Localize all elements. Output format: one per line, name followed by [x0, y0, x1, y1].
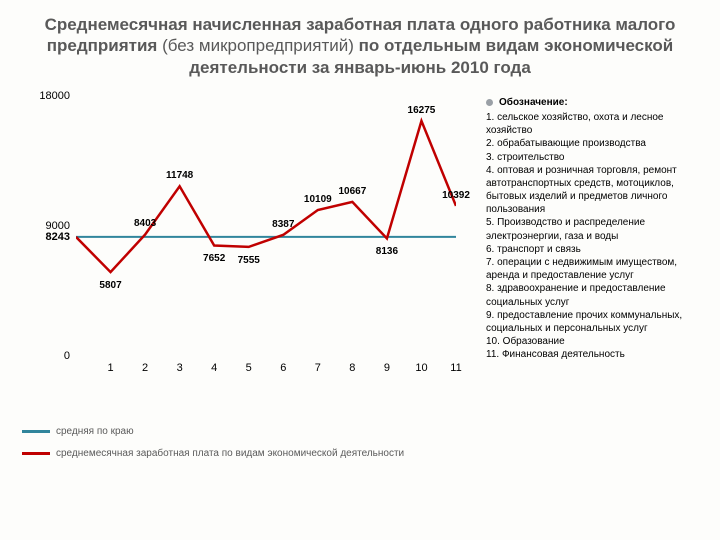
- legend-swatch: [22, 430, 50, 433]
- legend-swatch: [22, 452, 50, 455]
- x-tick-label: 8: [349, 362, 355, 374]
- value-label: 11748: [166, 170, 193, 181]
- side-item: 3. строительство: [486, 151, 696, 164]
- y-tick-label: 0: [22, 350, 70, 362]
- legend-row: среднемесячная заработная плата по видам…: [22, 446, 476, 462]
- series-line: [76, 121, 456, 272]
- side-item: 2. обрабатывающие производства: [486, 137, 696, 150]
- side-header: Обозначение:: [499, 96, 568, 109]
- value-label: 16275: [408, 105, 436, 116]
- x-tick-label: 11: [450, 362, 461, 374]
- side-item: 7. операции с недвижимым имуществом, аре…: [486, 256, 696, 282]
- value-label: 10109: [304, 194, 332, 205]
- side-item: 4. оптовая и розничная торговля, ремонт …: [486, 164, 696, 217]
- plot-area: 1234567891011580784031174876527555838710…: [76, 96, 456, 356]
- title-dim: (без микропредприятий): [157, 36, 358, 55]
- x-tick-label: 4: [211, 362, 217, 374]
- content-row: 1 2 3 4 5 6 7 8 9 10 11 5807 8403 11748 7652 7555 8387 10…: [22, 96, 698, 468]
- value-label: 7652: [203, 253, 225, 264]
- x-tick-label: 3: [177, 362, 183, 374]
- x-tick-label: 2: [142, 362, 148, 374]
- slide: Среднемесячная начисленная заработная пл…: [0, 0, 720, 540]
- side-item: 5. Производство и распределение электроэ…: [486, 216, 696, 242]
- line-chart: 1 2 3 4 5 6 7 8 9 10 11 5807 8403 11748 7652 7555 8387 10…: [22, 96, 476, 396]
- side-panel: Обозначение: 1. сельское хозяйство, охот…: [476, 96, 696, 468]
- value-label: 8136: [376, 246, 398, 257]
- side-item: 6. транспорт и связь: [486, 243, 696, 256]
- value-label: 5807: [99, 280, 121, 291]
- legend-text: среднемесячная заработная плата по видам…: [56, 446, 404, 462]
- value-label: 8403: [134, 218, 156, 229]
- y-tick-label: 18000: [22, 90, 70, 102]
- side-item: 8. здравоохранение и предоставление соци…: [486, 282, 696, 308]
- side-items: 1. сельское хозяйство, охота и лесное хо…: [486, 111, 696, 362]
- side-item: 1. сельское хозяйство, охота и лесное хо…: [486, 111, 696, 137]
- legend-text: средняя по краю: [56, 424, 134, 440]
- baseline-label: 8243: [22, 231, 70, 243]
- side-item: 9. предоставление прочих коммунальных, с…: [486, 309, 696, 335]
- x-tick-label: 6: [280, 362, 286, 374]
- side-item: 10. Образование: [486, 335, 696, 348]
- slide-title: Среднемесячная начисленная заработная пл…: [22, 14, 698, 78]
- legend-row: средняя по краю: [22, 424, 476, 440]
- side-item: 11. Финансовая деятельность: [486, 348, 696, 361]
- side-header-row: Обозначение:: [486, 96, 696, 109]
- x-tick-label: 10: [415, 362, 427, 374]
- x-tick-label: 9: [384, 362, 390, 374]
- value-label: 10392: [442, 190, 470, 201]
- x-tick-label: 5: [246, 362, 252, 374]
- x-tick-label: 1: [107, 362, 113, 374]
- value-label: 8387: [272, 219, 294, 230]
- x-tick-label: 7: [315, 362, 321, 374]
- legend: средняя по краю среднемесячная заработная…: [22, 424, 476, 462]
- value-label: 7555: [238, 255, 260, 266]
- value-label: 10667: [338, 186, 366, 197]
- bullet-icon: [486, 99, 493, 106]
- chart-column: 1 2 3 4 5 6 7 8 9 10 11 5807 8403 11748 7652 7555 8387 10…: [22, 96, 476, 468]
